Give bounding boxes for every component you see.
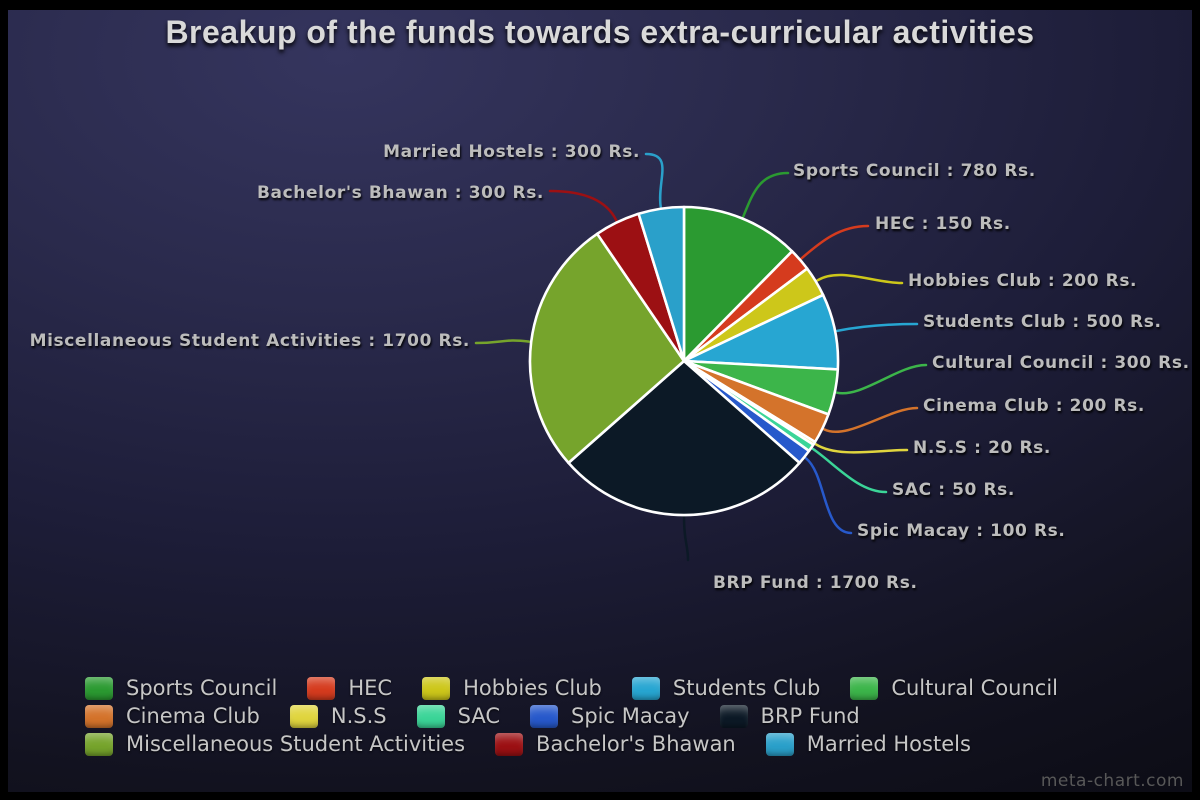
legend-label-hec: HEC xyxy=(348,676,393,700)
pie-slice-married-hostels xyxy=(637,205,686,363)
legend-item-sports-council: Sports Council xyxy=(85,676,277,700)
chart-title: Breakup of the funds towards extra-curri… xyxy=(165,14,1035,50)
legend-item-hec: HEC xyxy=(307,676,392,700)
leader-line-married-hostels xyxy=(644,152,664,208)
legend-item-sac: SAC xyxy=(416,704,500,728)
legend-item-cinema-club: Cinema Club xyxy=(85,704,260,728)
leader-line-students-club xyxy=(835,322,919,333)
legend-label-sports-council: Sports Council xyxy=(126,676,278,700)
legend-swatch-bachelor-s-bhawan xyxy=(495,732,524,756)
legend-item-hobbies-club: Hobbies Club xyxy=(422,676,602,700)
legend-row: Sports Council HEC Hobbies Club Students Cl… xyxy=(85,675,1058,701)
legend-row: Cinema Club N.S.S SAC Spic Macay BRP Fund xyxy=(85,703,1058,729)
legend-item-bachelor-s-bhawan: Bachelor's Bhawan xyxy=(495,732,736,756)
callout-students-club: Students Club : 500 Rs. xyxy=(923,312,1162,332)
legend-swatch-married-hostels xyxy=(765,732,794,756)
leader-line-bachelor-s-bhawan xyxy=(548,189,618,222)
legend-swatch-cultural-council xyxy=(850,676,879,700)
callout-bachelor-s-bhawan: Bachelor's Bhawan : 300 Rs. xyxy=(257,183,544,203)
legend-label-n-s-s: N.S.S xyxy=(330,704,387,728)
legend-label-sac: SAC xyxy=(457,704,500,728)
legend-swatch-sports-council xyxy=(85,676,113,700)
legend-label-students-club: Students Club xyxy=(672,676,821,700)
callout-miscellaneous-student-activities: Miscellaneous Student Activities : 1700 … xyxy=(29,331,470,351)
leader-line-sports-council xyxy=(741,171,790,218)
callout-married-hostels: Married Hostels : 300 Rs. xyxy=(383,142,640,162)
legend-item-married-hostels: Married Hostels xyxy=(765,732,971,756)
legend-label-brp-fund: BRP Fund xyxy=(760,704,860,728)
leader-line-hobbies-club xyxy=(816,273,904,285)
leader-line-brp-fund xyxy=(682,515,690,562)
legend-item-brp-fund: BRP Fund xyxy=(719,704,860,728)
legend-item-n-s-s: N.S.S xyxy=(289,704,387,728)
legend-label-married-hostels: Married Hostels xyxy=(806,732,971,756)
pie-slice-brp-fund xyxy=(567,359,801,517)
leader-line-cultural-council xyxy=(835,363,928,395)
legend-swatch-n-s-s xyxy=(289,704,318,728)
leader-line-sac xyxy=(811,447,888,494)
callout-cultural-council: Cultural Council : 300 Rs. xyxy=(932,353,1190,373)
pie-slice-sports-council xyxy=(682,205,794,363)
legend-swatch-hec xyxy=(307,676,336,700)
legend-label-bachelor-s-bhawan: Bachelor's Bhawan xyxy=(536,732,736,756)
callout-cinema-club: Cinema Club : 200 Rs. xyxy=(923,396,1145,416)
legend-item-cultural-council: Cultural Council xyxy=(850,676,1058,700)
callout-spic-macay: Spic Macay : 100 Rs. xyxy=(857,521,1066,541)
legend-swatch-hobbies-club xyxy=(422,676,451,700)
legend-item-spic-macay: Spic Macay xyxy=(530,704,690,728)
callout-sports-council: Sports Council : 780 Rs. xyxy=(793,161,1036,181)
legend-swatch-sac xyxy=(416,704,445,728)
callout-hec: HEC : 150 Rs. xyxy=(875,214,1011,234)
legend-item-miscellaneous-student-activities: Miscellaneous Student Activities xyxy=(85,732,465,756)
legend-swatch-students-club xyxy=(631,676,660,700)
legend-row: Miscellaneous Student Activities Bachelor… xyxy=(85,731,1058,757)
legend-label-spic-macay: Spic Macay xyxy=(571,704,690,728)
legend-swatch-spic-macay xyxy=(530,704,558,728)
leader-line-hec xyxy=(800,224,870,260)
legend-label-cinema-club: Cinema Club xyxy=(126,704,260,728)
pie-slice-miscellaneous-student-activities xyxy=(528,232,686,465)
legend-swatch-brp-fund xyxy=(719,704,748,728)
legend: Sports Council HEC Hobbies Club Students Cl… xyxy=(85,675,1058,759)
callout-hobbies-club: Hobbies Club : 200 Rs. xyxy=(908,271,1138,291)
callout-n-s-s: N.S.S : 20 Rs. xyxy=(913,438,1051,458)
leader-line-spic-macay xyxy=(804,457,853,535)
legend-swatch-miscellaneous-student-activities xyxy=(85,732,113,756)
legend-label-hobbies-club: Hobbies Club xyxy=(463,676,602,700)
callout-sac: SAC : 50 Rs. xyxy=(892,480,1015,500)
legend-label-miscellaneous-student-activities: Miscellaneous Student Activities xyxy=(126,732,466,756)
leader-line-cinema-club xyxy=(822,406,919,433)
watermark: meta-chart.com xyxy=(1040,771,1184,791)
legend-label-cultural-council: Cultural Council xyxy=(891,676,1059,700)
legend-item-students-club: Students Club xyxy=(631,676,821,700)
callout-brp-fund: BRP Fund : 1700 Rs. xyxy=(713,573,918,593)
leader-line-n-s-s xyxy=(814,443,909,454)
leader-line-miscellaneous-student-activities xyxy=(474,339,531,345)
legend-swatch-cinema-club xyxy=(85,704,113,728)
